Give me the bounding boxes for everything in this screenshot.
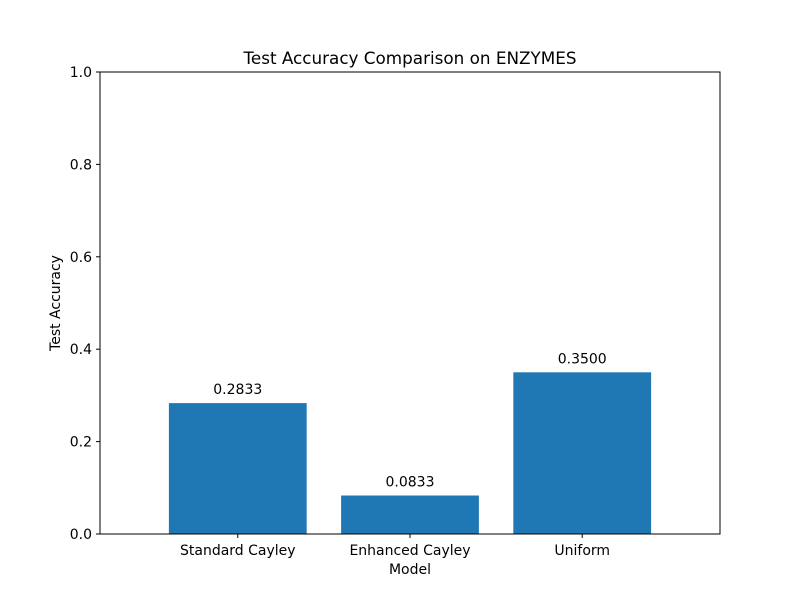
bar-value-label: 0.0833 xyxy=(386,475,435,491)
y-axis-ticks: 0.0 0.2 0.4 0.6 0.8 1.0 xyxy=(70,65,100,543)
bar xyxy=(168,403,307,534)
y-tick-label: 0.0 xyxy=(70,527,92,543)
x-axis-ticks: Standard Cayley Enhanced Cayley Uniform xyxy=(180,534,610,559)
bar xyxy=(341,495,479,534)
y-tick-label: 0.8 xyxy=(70,157,92,173)
bar xyxy=(513,372,652,534)
y-tick-label: 0.2 xyxy=(70,435,92,451)
plot-area-frame xyxy=(99,71,721,535)
bar-value-label: 0.3500 xyxy=(558,351,607,367)
x-axis-label: Model xyxy=(389,562,431,578)
y-axis-label: Test Accuracy xyxy=(48,255,64,352)
bars: 0.2833 0.0833 0.3500 xyxy=(168,351,652,534)
y-tick-label: 0.6 xyxy=(70,250,92,266)
y-tick-label: 1.0 xyxy=(70,65,92,81)
chart-title: Test Accuracy Comparison on ENZYMES xyxy=(242,48,576,68)
x-tick-label: Standard Cayley xyxy=(180,543,296,559)
y-tick-label: 0.4 xyxy=(70,342,92,358)
x-tick-label: Uniform xyxy=(554,543,610,559)
x-tick-label: Enhanced Cayley xyxy=(349,543,470,559)
bar-value-label: 0.2833 xyxy=(213,382,262,398)
